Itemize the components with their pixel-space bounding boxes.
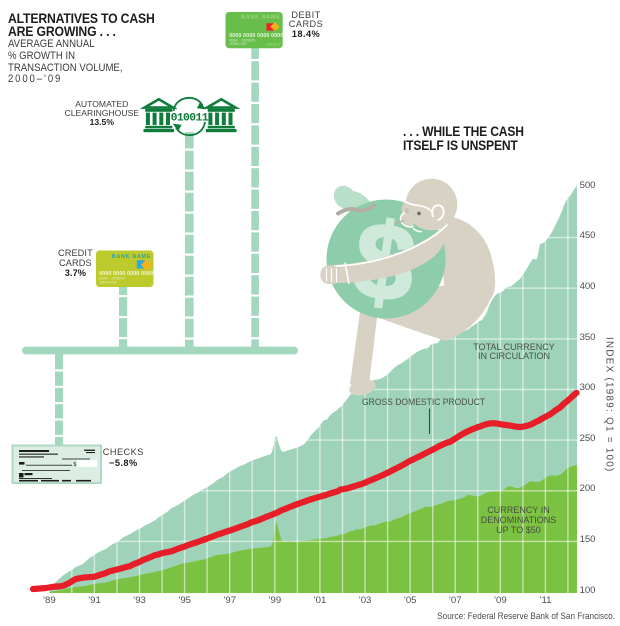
- svg-text:010011: 010011: [171, 113, 209, 125]
- svg-text:DEBIT: DEBIT: [266, 42, 280, 48]
- svg-text:06/04 02/06/20: 06/04 02/06/20: [229, 38, 255, 42]
- svg-text:0000 0000 0000 0000: 0000 0000 0000 0000: [99, 271, 153, 277]
- svg-text:JOHN DOE: JOHN DOE: [229, 42, 247, 46]
- svg-text:JOHN DOE: JOHN DOE: [99, 280, 117, 284]
- svg-text:BANK NAME: BANK NAME: [241, 15, 280, 21]
- svg-text:0000 0000 0000 0000: 0000 0000 0000 0000: [229, 33, 283, 39]
- svg-text:06/04 02/06/20: 06/04 02/06/20: [99, 276, 125, 280]
- svg-text:$: $: [74, 462, 77, 468]
- svg-text:BANK NAME: BANK NAME: [112, 254, 151, 260]
